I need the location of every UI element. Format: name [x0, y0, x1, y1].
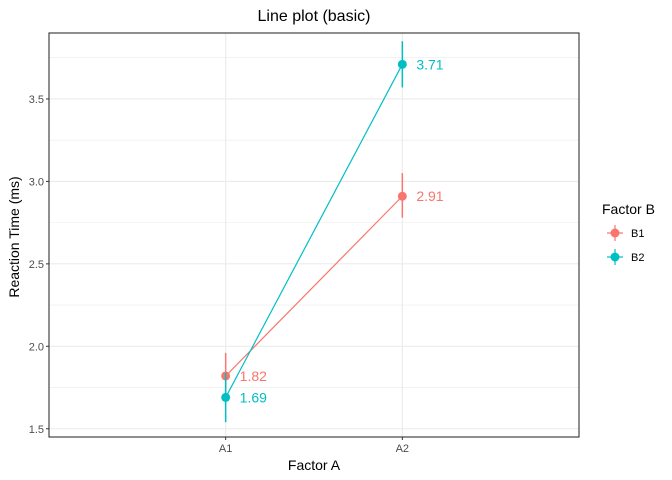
panel-border — [48, 32, 580, 438]
legend-key-point — [610, 228, 620, 238]
data-label: 2.91 — [416, 188, 443, 204]
y-tick-label: 2.5 — [29, 259, 44, 271]
series-line — [225, 64, 403, 398]
x-tick-label: A2 — [396, 443, 409, 455]
data-label: 3.71 — [416, 56, 443, 72]
y-tick-label: 1.5 — [29, 424, 44, 436]
y-tick-label: 2.0 — [29, 341, 44, 353]
legend-label: B2 — [631, 252, 644, 264]
y-axis-title: Reaction Time (ms) — [6, 176, 22, 297]
data-label: 1.82 — [240, 368, 267, 384]
legend: Factor B B1 B2 — [602, 201, 655, 265]
x-axis-title: Factor A — [288, 457, 341, 473]
y-tick-label: 3.0 — [29, 176, 44, 188]
data-label: 1.69 — [240, 389, 267, 405]
chart-title: Line plot (basic) — [258, 8, 371, 25]
series-line — [225, 195, 403, 377]
data-point — [221, 392, 231, 402]
data-point — [397, 59, 407, 69]
plot-panel: 1.5 2.0 2.5 3.0 3.5 A1 A2 1.82 2.91 1.69 3.71 — [29, 32, 580, 455]
legend-key-point — [610, 252, 620, 262]
x-tick-label: A1 — [219, 443, 232, 455]
y-tick-label: 3.5 — [29, 94, 44, 106]
data-point — [397, 191, 407, 201]
legend-label: B1 — [631, 228, 644, 240]
legend-title: Factor B — [602, 201, 655, 217]
